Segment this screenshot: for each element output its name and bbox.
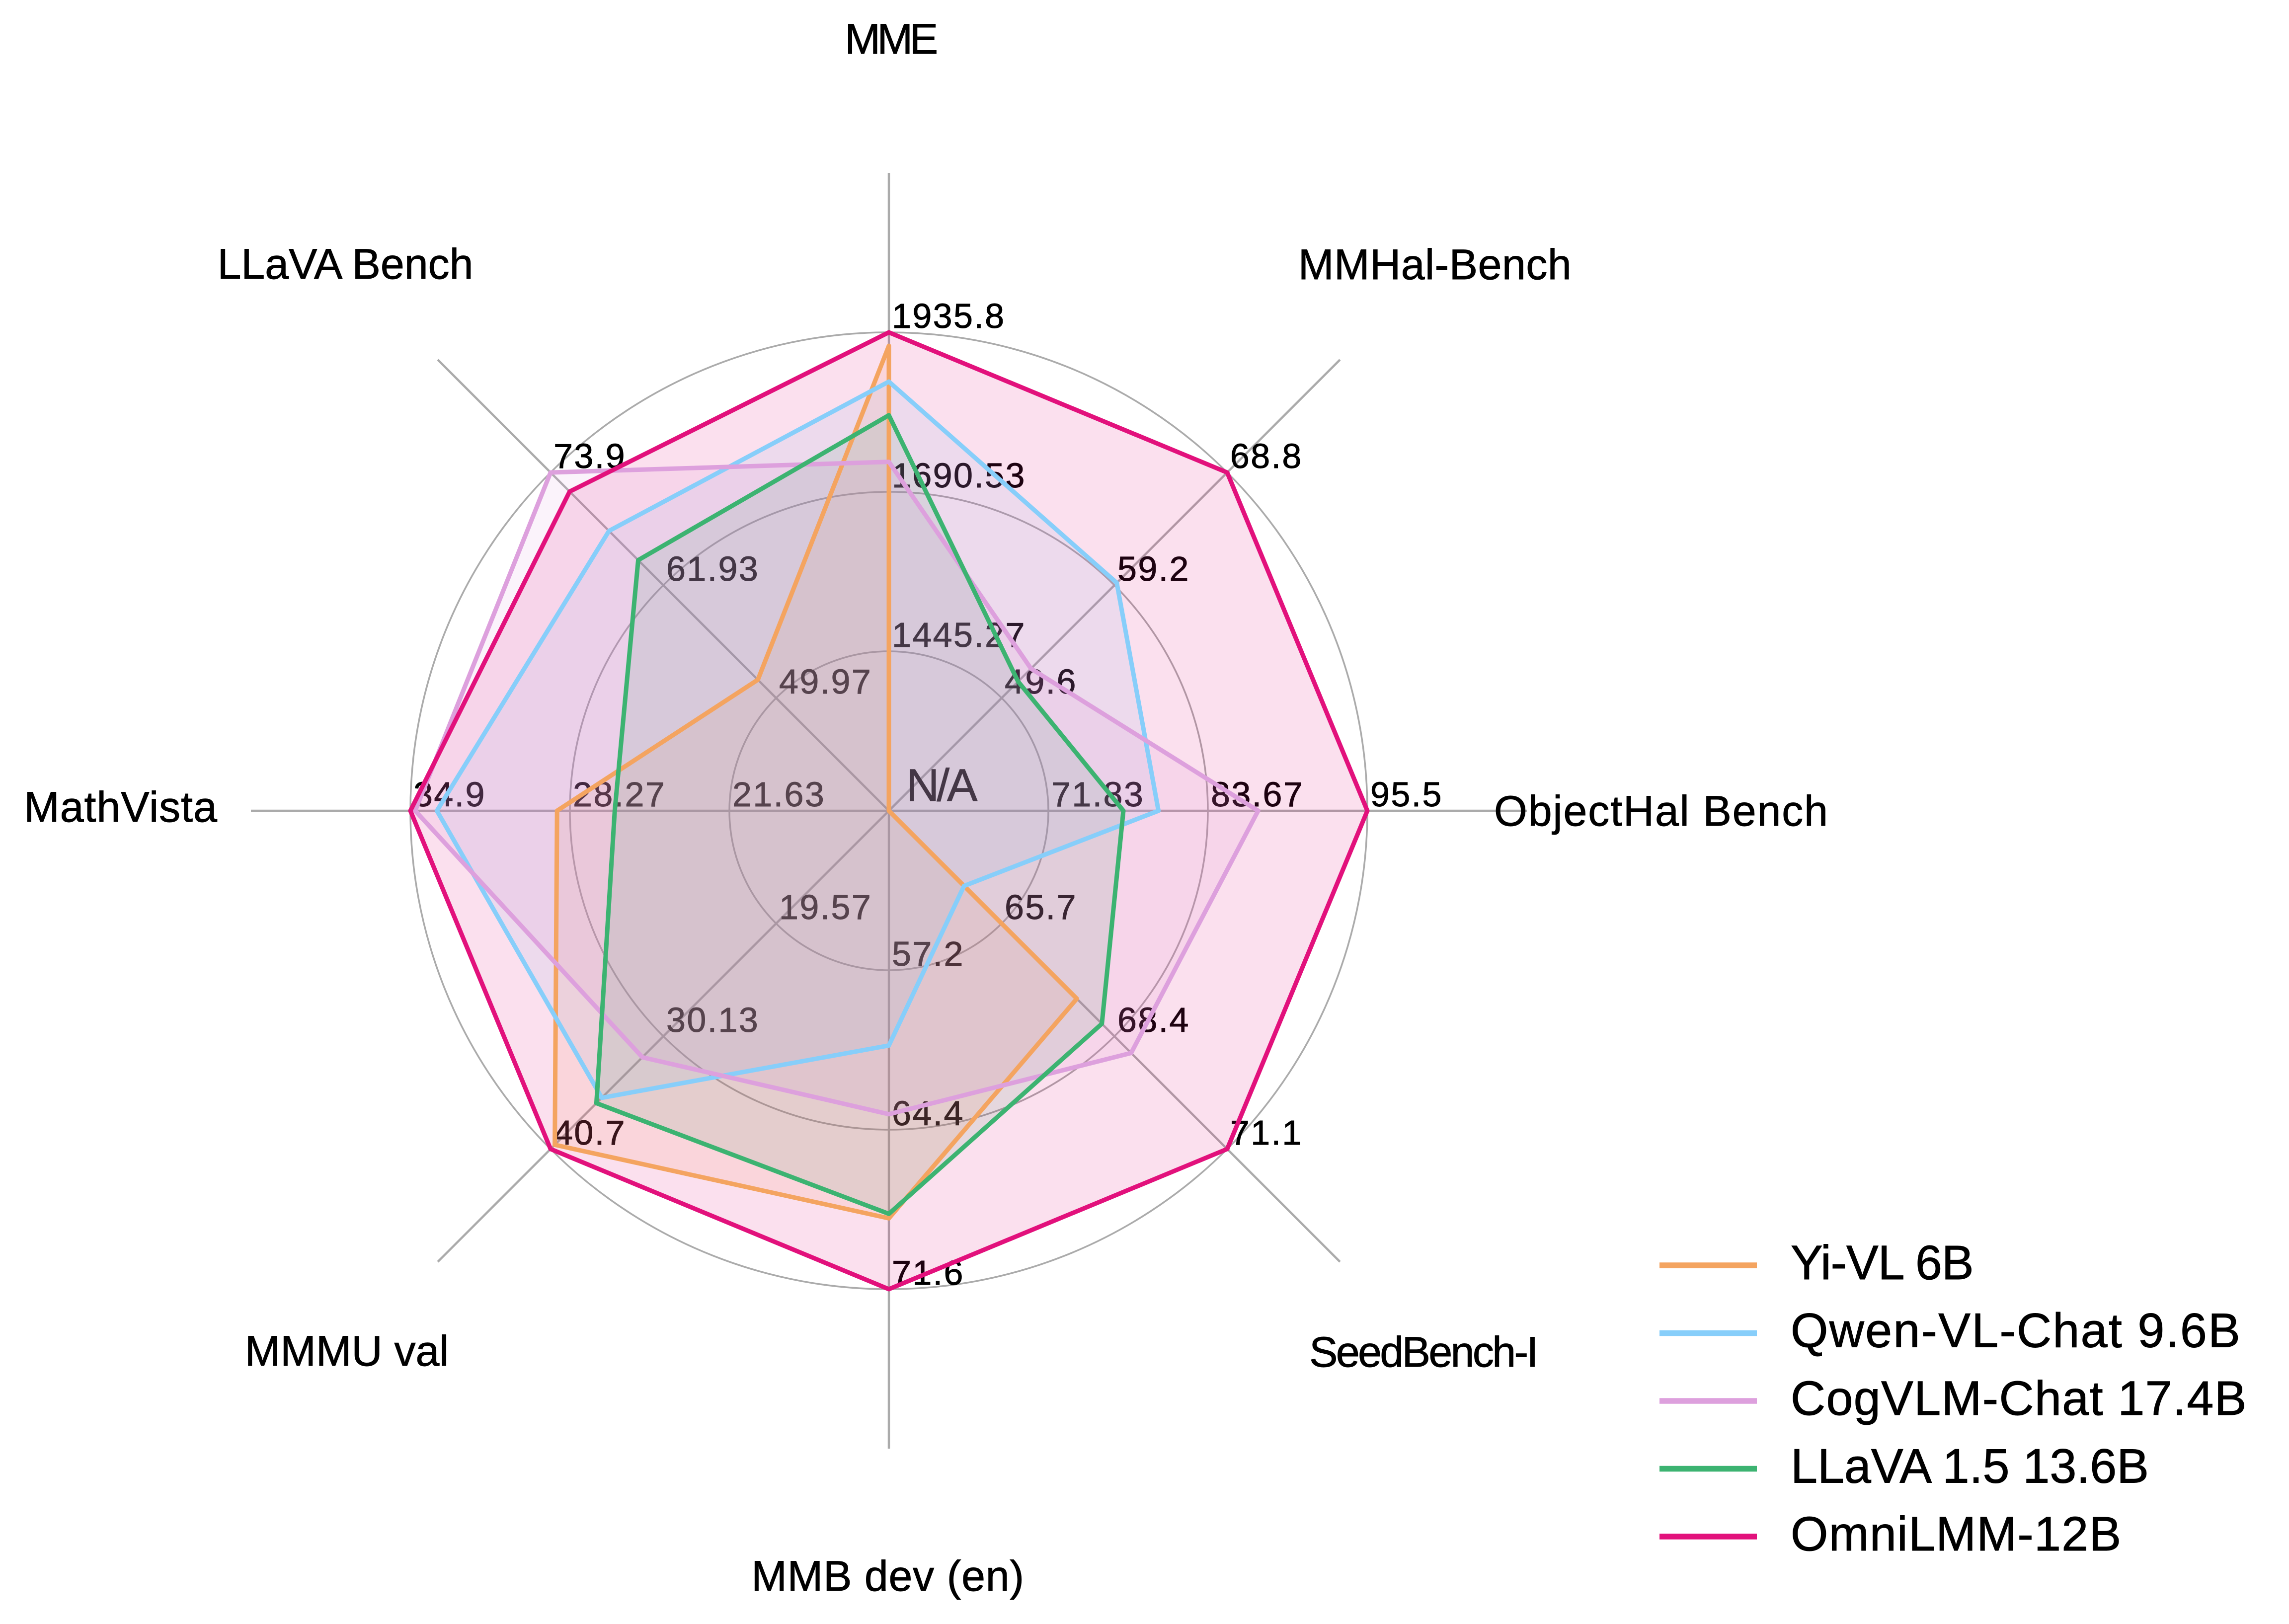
- svg-text:SeedBench-I: SeedBench-I: [1309, 1328, 1537, 1376]
- svg-text:CogVLM-Chat 17.4B: CogVLM-Chat 17.4B: [1791, 1371, 2247, 1425]
- svg-text:71.1: 71.1: [1230, 1113, 1303, 1152]
- svg-text:65.7: 65.7: [1005, 888, 1077, 927]
- svg-text:LLaVA Bench: LLaVA Bench: [218, 240, 474, 288]
- svg-text:LLaVA 1.5 13.6B: LLaVA 1.5 13.6B: [1791, 1439, 2149, 1493]
- svg-text:MME: MME: [845, 15, 936, 63]
- svg-text:21.63: 21.63: [732, 775, 825, 814]
- svg-text:MMB dev (en): MMB dev (en): [751, 1552, 1025, 1600]
- svg-text:49.97: 49.97: [779, 662, 872, 701]
- svg-text:Yi-VL 6B: Yi-VL 6B: [1791, 1236, 1973, 1290]
- svg-text:MathVista: MathVista: [24, 783, 218, 831]
- svg-text:30.13: 30.13: [666, 1001, 759, 1039]
- svg-text:1445.27: 1445.27: [892, 616, 1026, 654]
- svg-text:ObjectHal Bench: ObjectHal Bench: [1494, 787, 1829, 835]
- svg-text:59.2: 59.2: [1117, 549, 1190, 588]
- svg-text:Qwen-VL-Chat 9.6B: Qwen-VL-Chat 9.6B: [1791, 1304, 2241, 1358]
- svg-text:N/A: N/A: [906, 760, 978, 811]
- svg-text:MMMU val: MMMU val: [245, 1327, 449, 1375]
- svg-text:95.5: 95.5: [1370, 775, 1443, 814]
- svg-text:19.57: 19.57: [779, 888, 872, 927]
- svg-text:1935.8: 1935.8: [892, 297, 1006, 335]
- svg-text:68.8: 68.8: [1230, 437, 1303, 475]
- svg-text:71.6: 71.6: [892, 1253, 964, 1292]
- svg-text:MMHal-Bench: MMHal-Bench: [1298, 241, 1572, 289]
- svg-text:OmniLMM-12B: OmniLMM-12B: [1791, 1507, 2122, 1561]
- svg-text:61.93: 61.93: [666, 549, 759, 588]
